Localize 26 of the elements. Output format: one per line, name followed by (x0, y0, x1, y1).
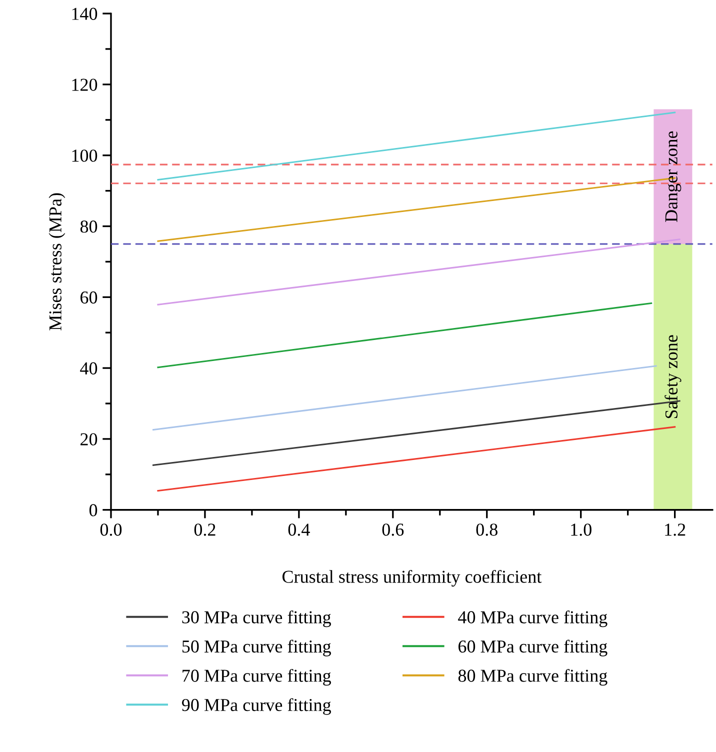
y-tick-label: 40 (80, 362, 98, 374)
legend-label: 60 MPa curve fitting (458, 640, 608, 656)
x-tick-label: 0.8 (476, 524, 498, 536)
x-tick-label: 1.0 (571, 524, 592, 536)
y-tick-label: 120 (72, 78, 98, 91)
legend-label: 90 MPa curve fitting (182, 698, 331, 715)
x-tick-label: 0.4 (288, 524, 310, 536)
y-tick-label: 0 (89, 504, 98, 516)
legend-label: 80 MPa curve fitting (458, 668, 608, 686)
legend-label: 30 MPa curve fitting (182, 610, 331, 628)
y-tick-label: 80 (80, 220, 98, 233)
x-tick-label: 1.2 (665, 524, 686, 536)
x-tick-label: 0.0 (100, 524, 122, 536)
y-axis-title: Mises stress (MPa) (48, 193, 66, 330)
legend-label: 50 MPa curve fitting (182, 640, 331, 656)
y-tick-label: 140 (72, 8, 98, 20)
legend-label: 70 MPa curve fitting (182, 668, 331, 686)
x-axis-title: Crustal stress uniformity coefficient (282, 570, 542, 587)
y-tick-label: 60 (80, 291, 98, 304)
x-tick-label: 0.2 (194, 524, 216, 536)
series-label: Safety zone (664, 335, 682, 418)
x-tick-label: 0.6 (382, 524, 404, 536)
legend-label: 40 MPa curve fitting (458, 610, 608, 628)
y-tick-label: 100 (72, 150, 98, 162)
series-label: Danger zone (665, 131, 682, 222)
y-tick-label: 20 (80, 433, 98, 446)
